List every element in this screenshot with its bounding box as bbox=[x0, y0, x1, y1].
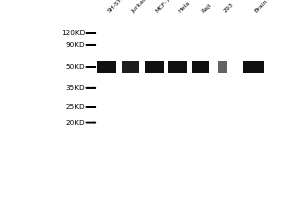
Text: Hela: Hela bbox=[178, 0, 191, 14]
Bar bbox=[145, 61, 164, 73]
Text: Raji: Raji bbox=[200, 2, 212, 14]
Text: 50KD: 50KD bbox=[66, 64, 86, 70]
Bar bbox=[218, 61, 227, 73]
Text: SH-SY5Y: SH-SY5Y bbox=[106, 0, 129, 14]
Bar bbox=[122, 61, 139, 73]
Text: 293: 293 bbox=[223, 2, 235, 14]
Bar bbox=[243, 61, 264, 73]
Text: 25KD: 25KD bbox=[66, 104, 86, 110]
Text: 90KD: 90KD bbox=[66, 42, 86, 48]
Text: MCF-7: MCF-7 bbox=[154, 0, 172, 14]
Text: 120KD: 120KD bbox=[61, 30, 86, 36]
Bar bbox=[192, 61, 209, 73]
Text: Brain: Brain bbox=[254, 0, 269, 14]
Text: 35KD: 35KD bbox=[66, 85, 86, 91]
Text: Jurkat: Jurkat bbox=[130, 0, 147, 14]
Bar bbox=[97, 61, 116, 73]
Bar bbox=[168, 61, 187, 73]
Text: 20KD: 20KD bbox=[66, 120, 86, 126]
